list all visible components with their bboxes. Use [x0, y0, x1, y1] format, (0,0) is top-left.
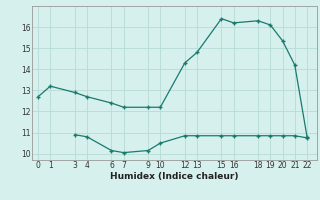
X-axis label: Humidex (Indice chaleur): Humidex (Indice chaleur)	[110, 172, 239, 181]
